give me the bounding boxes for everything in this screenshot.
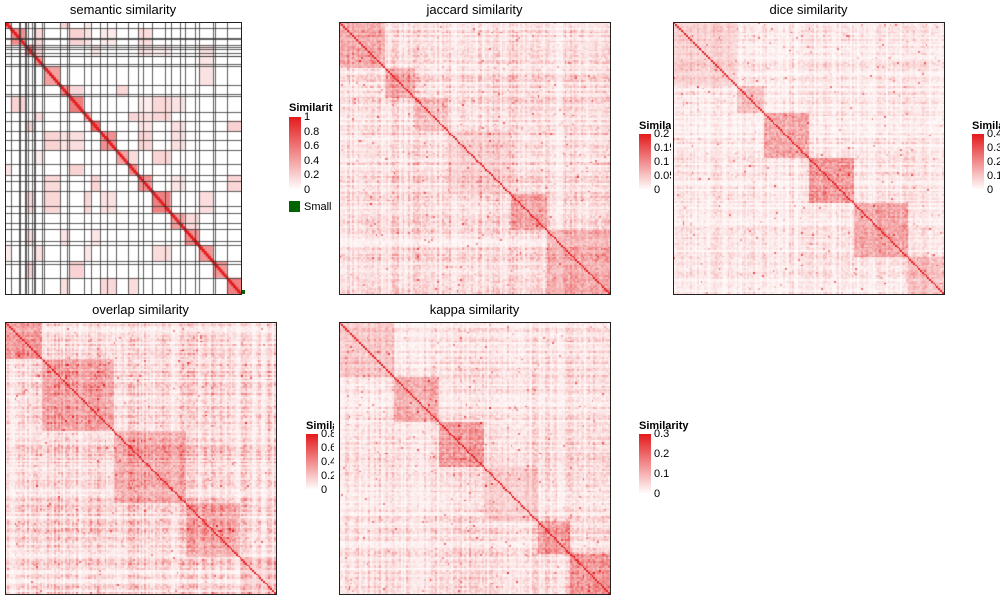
legend-tick-label: 0.4 <box>304 154 320 167</box>
legend-colorbar <box>639 434 651 494</box>
small-cluster-label: Small clusters <box>304 201 333 213</box>
legend-tick-label: 0.3 <box>987 142 1000 154</box>
heatmap-overlap <box>5 322 277 595</box>
legend-tick-label: 0.15 <box>654 142 671 154</box>
legend-tick-label: 0 <box>321 484 328 496</box>
legend-colorbar <box>306 434 318 490</box>
chart-title: dice similarity <box>769 2 848 17</box>
legend-dice: Similarity 0.4 0.3 0.2 0.1 0 <box>972 120 1000 200</box>
legend-overlap: Similarity 0.8 0.6 0.4 0.2 0 <box>306 420 334 500</box>
legend-tick-label: 0.6 <box>321 442 334 454</box>
chart-title: semantic similarity <box>69 2 177 17</box>
legend-title: Similarity <box>972 120 1000 132</box>
legend-tick-label: 0.2 <box>654 448 670 460</box>
legend-tick-label: 1 <box>304 111 311 123</box>
legend-jaccard: Similarity 0.2 0.15 0.1 0.05 0 <box>639 120 671 200</box>
legend-title: Similarity <box>306 420 334 432</box>
legend-tick-label: 0 <box>654 488 661 500</box>
legend-semantic: Similarity 1 0.8 0.60.4 0.2 0 Small clusters <box>289 102 333 222</box>
chart-title: kappa similarity <box>429 302 520 317</box>
legend-tick-label: 0.2 <box>321 470 334 482</box>
heatmap-dice <box>673 22 945 295</box>
small-cluster-mark <box>242 290 245 294</box>
legend-tick-label: 0 <box>304 184 311 196</box>
chart-title: jaccard similarity <box>426 2 523 17</box>
heatmap-canvas <box>674 23 944 294</box>
legend-tick-label: 0 <box>654 184 661 196</box>
heatmap-canvas <box>6 323 276 594</box>
legend-tick-label: 0.1 <box>654 156 670 168</box>
legend-title: Similarity <box>289 102 333 114</box>
legend-kappa: Similarity 0.3 0.2 0.1 0 <box>639 420 699 500</box>
legend-tick-label: 0.1 <box>987 170 1000 182</box>
legend-colorbar <box>289 117 301 190</box>
heatmap-semantic <box>5 22 242 295</box>
legend-tick-label: 0.6 <box>304 140 320 153</box>
legend-tick-label: 0.05 <box>654 170 671 182</box>
legend-tick-label: 0.4 <box>987 128 1000 140</box>
legend-tick-label: 0.1 <box>654 468 670 480</box>
chart-title: overlap similarity <box>92 302 189 317</box>
legend-title: Similarity <box>639 120 671 132</box>
legend-title: Similarity <box>639 420 689 432</box>
legend-colorbar <box>972 134 984 190</box>
legend-tick-label: 0.2 <box>304 169 320 182</box>
small-cluster-swatch <box>289 201 300 212</box>
heatmap-canvas <box>340 323 610 594</box>
legend-colorbar <box>639 134 651 190</box>
heatmap-canvas <box>6 23 241 294</box>
legend-tick-label: 0.3 <box>654 428 670 440</box>
legend-tick-label: 0.2 <box>654 128 670 140</box>
heatmap-jaccard <box>339 22 611 295</box>
legend-tick-label: 0 <box>987 184 994 196</box>
legend-tick-label: 0.4 <box>321 456 334 468</box>
legend-tick-label: 0.8 <box>321 428 334 440</box>
legend-tick-label: 0.8 <box>304 125 320 138</box>
heatmap-canvas <box>340 23 610 294</box>
heatmap-kappa <box>339 322 611 595</box>
legend-tick-label: 0.2 <box>987 156 1000 168</box>
